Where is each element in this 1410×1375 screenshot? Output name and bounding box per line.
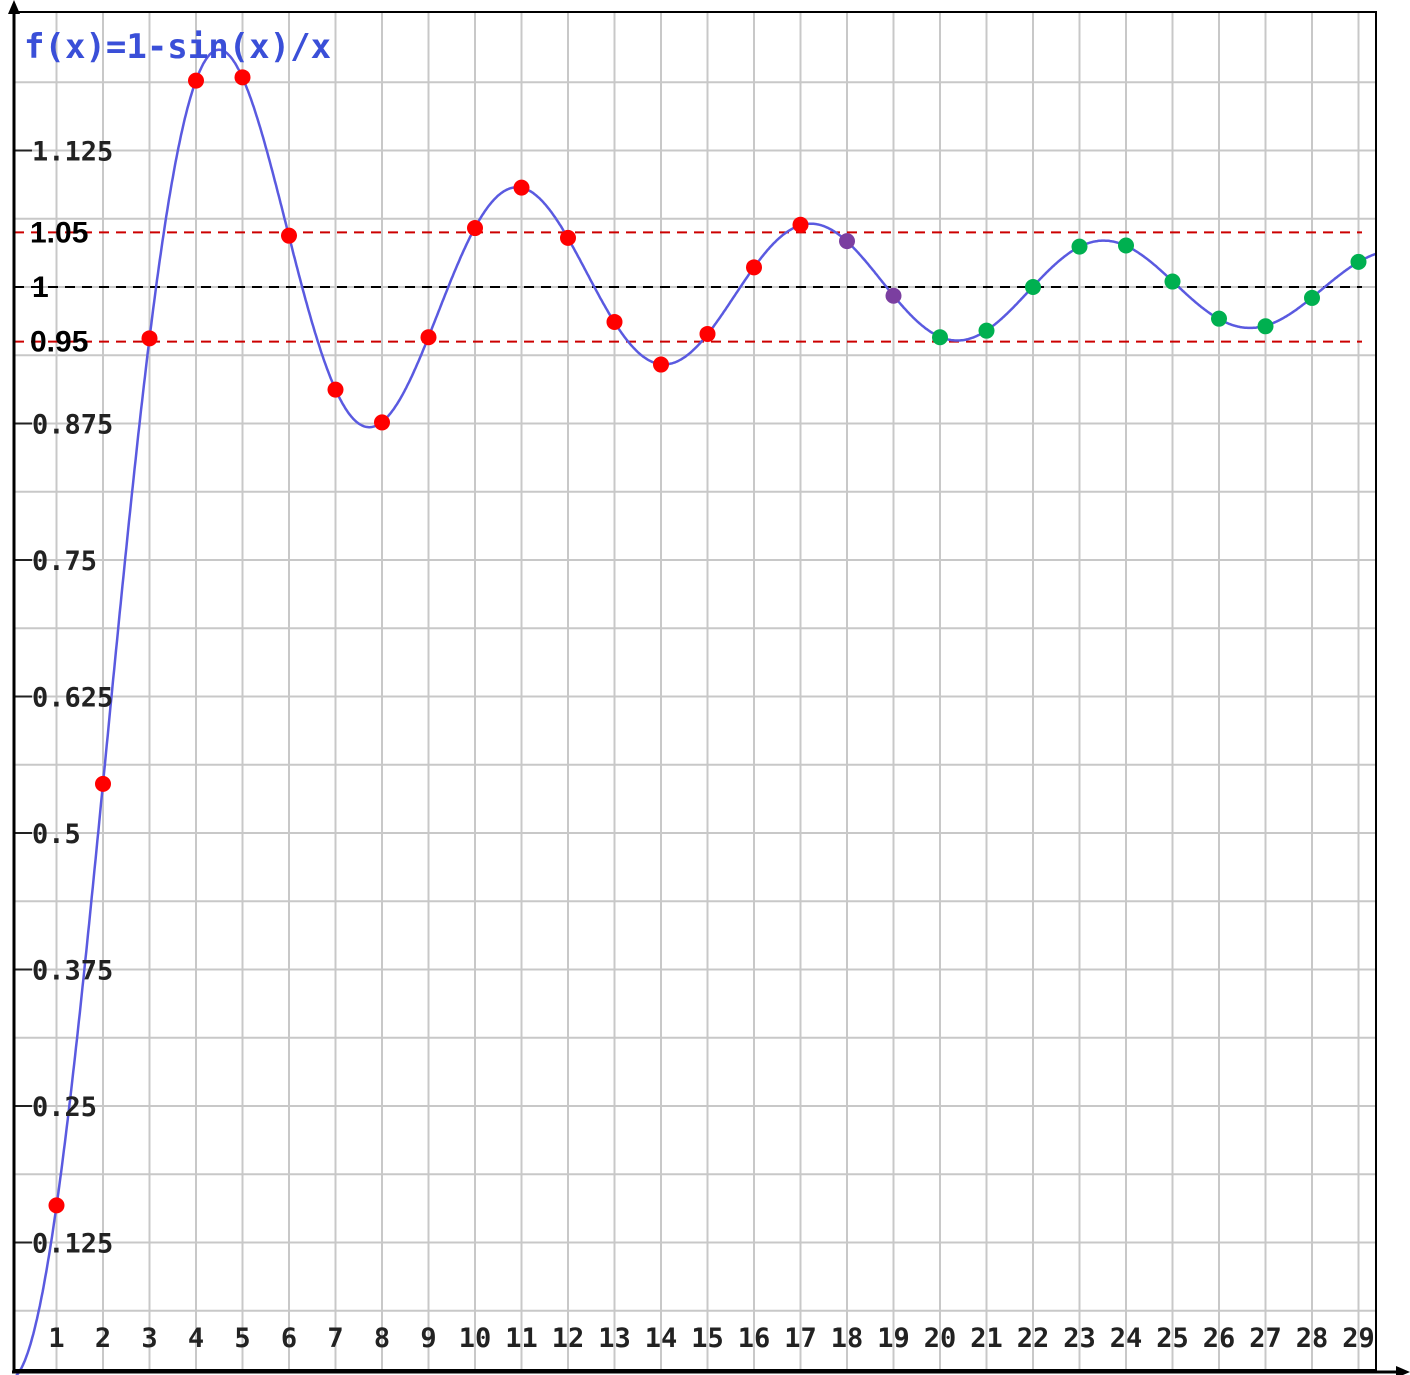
- y-tick-label-2: 0.375: [32, 956, 113, 987]
- x-tick-label-4: 5: [234, 1323, 250, 1354]
- data-points: [48, 69, 1367, 1214]
- data-point-20: [932, 329, 948, 346]
- data-point-28: [1304, 289, 1320, 306]
- data-point-1: [48, 1197, 65, 1214]
- data-point-7: [327, 381, 344, 398]
- x-tick-label-1: 2: [95, 1323, 111, 1354]
- x-tick-label-24: 25: [1156, 1323, 1189, 1354]
- x-tick-label-0: 1: [48, 1323, 64, 1354]
- x-tick-label-11: 12: [552, 1323, 585, 1354]
- x-tick-label-25: 26: [1203, 1323, 1236, 1354]
- horizontal-grid: [14, 81, 1376, 1312]
- data-point-26: [1211, 310, 1227, 327]
- x-tick-label-26: 27: [1249, 1323, 1282, 1354]
- x-tick-label-21: 22: [1017, 1323, 1050, 1354]
- y-tick-label-7: 1.125: [32, 137, 113, 168]
- data-point-9: [420, 329, 437, 346]
- x-tick-label-2: 3: [141, 1323, 157, 1354]
- data-point-2: [95, 775, 111, 792]
- data-point-22: [1025, 279, 1041, 295]
- y-axis-ticks: 0.125 0.25 0.375 0.5 0.625 0.75 0.875 1.125: [14, 137, 113, 1260]
- vertical-grid: [55, 12, 1360, 1370]
- data-point-25: [1164, 273, 1181, 290]
- reference-label-0: 1.05: [30, 216, 88, 249]
- reference-lines: [14, 231, 1362, 343]
- x-tick-label-12: 13: [598, 1323, 631, 1354]
- data-point-3: [141, 330, 158, 347]
- y-axis-arrow: [8, 0, 20, 14]
- data-point-21: [978, 322, 995, 339]
- x-tick-label-5: 6: [281, 1323, 297, 1354]
- data-point-24: [1118, 237, 1134, 254]
- data-point-4: [188, 72, 204, 89]
- y-tick-label-6: 0.875: [32, 410, 113, 441]
- x-tick-label-20: 21: [970, 1323, 1003, 1354]
- x-tick-label-9: 10: [459, 1323, 492, 1354]
- data-point-16: [746, 259, 762, 276]
- y-tick-label-5: 0.75: [32, 546, 97, 577]
- x-tick-label-22: 23: [1063, 1323, 1096, 1354]
- x-tick-label-15: 16: [738, 1323, 771, 1354]
- x-tick-label-13: 14: [645, 1323, 678, 1354]
- data-point-19: [885, 287, 902, 304]
- reference-label-2: 0.95: [30, 326, 88, 359]
- x-tick-label-23: 24: [1110, 1323, 1143, 1354]
- y-tick-label-4: 0.625: [32, 683, 113, 714]
- data-point-6: [281, 227, 297, 244]
- reference-labels: 1.05 1 0.95: [30, 216, 88, 358]
- data-point-13: [606, 313, 623, 330]
- y-tick-label-3: 0.5: [32, 819, 81, 850]
- x-tick-label-10: 11: [505, 1323, 538, 1354]
- x-tick-label-3: 4: [188, 1323, 204, 1354]
- data-point-11: [513, 179, 530, 196]
- x-tick-label-16: 17: [784, 1323, 817, 1354]
- data-point-12: [560, 229, 576, 246]
- x-tick-label-7: 8: [374, 1323, 390, 1354]
- data-point-14: [653, 356, 669, 373]
- reference-label-1: 1: [32, 271, 49, 304]
- x-tick-label-17: 18: [831, 1323, 864, 1354]
- data-point-15: [699, 325, 716, 342]
- function-curve: [15, 48, 1376, 1375]
- data-point-10: [467, 220, 483, 237]
- x-tick-label-19: 20: [924, 1323, 957, 1354]
- x-tick-label-18: 19: [877, 1323, 910, 1354]
- data-point-18: [839, 233, 855, 250]
- data-point-27: [1257, 318, 1274, 335]
- data-point-23: [1071, 238, 1088, 255]
- x-axis-arrow: [1396, 1366, 1410, 1375]
- x-tick-label-6: 7: [327, 1323, 343, 1354]
- data-point-8: [374, 414, 390, 431]
- data-point-17: [792, 216, 809, 233]
- data-point-29: [1350, 253, 1367, 270]
- x-axis-ticks: 1 2 3 4 5 6 7 8 9 10 11 12 13 14 15 16 17 18 19 20 21 22 23 24 2…: [48, 1323, 1374, 1354]
- chart-title: f(x)=1-sin(x)/x: [24, 27, 331, 67]
- y-tick-label-1: 0.25: [32, 1092, 97, 1123]
- x-tick-label-28: 29: [1342, 1323, 1375, 1354]
- x-tick-label-14: 15: [691, 1323, 724, 1354]
- y-tick-label-0: 0.125: [32, 1229, 113, 1260]
- data-point-5: [234, 69, 251, 86]
- x-tick-label-8: 9: [420, 1323, 436, 1354]
- x-tick-label-27: 28: [1296, 1323, 1329, 1354]
